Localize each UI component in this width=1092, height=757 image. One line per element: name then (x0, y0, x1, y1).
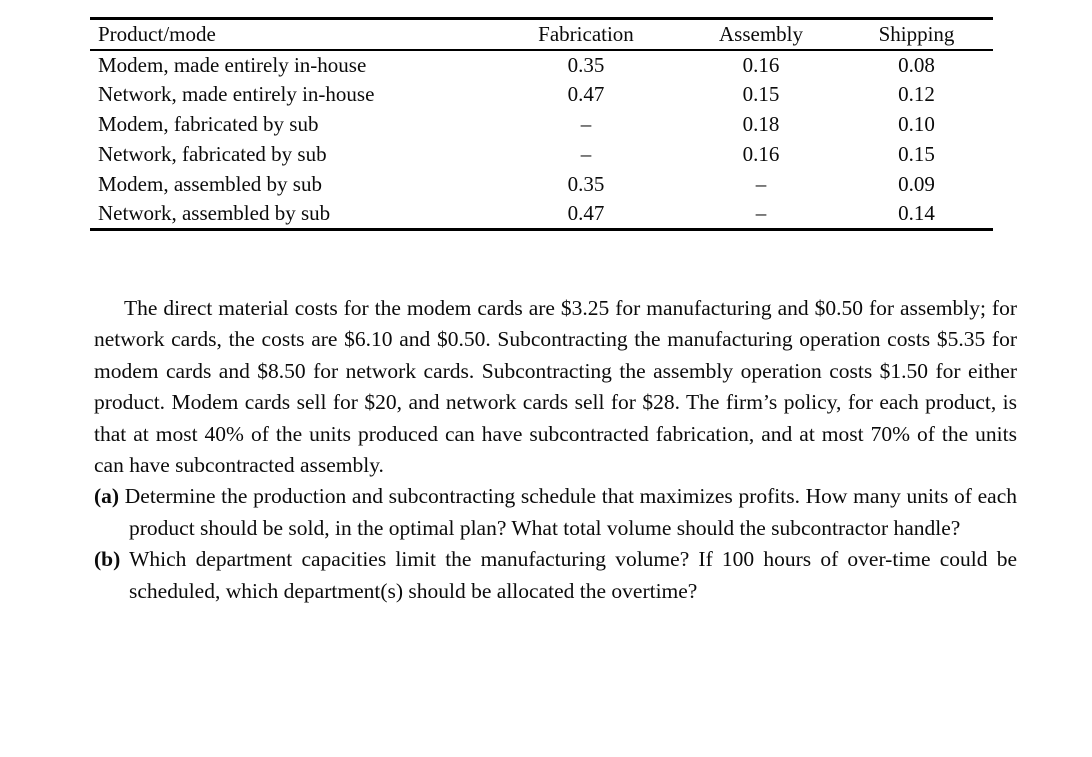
problem-statement: The direct material costs for the modem … (94, 293, 1017, 607)
shipping-value: 0.15 (898, 142, 935, 166)
problem-paragraph: The direct material costs for the modem … (94, 296, 1017, 478)
question-b-marker: (b) (94, 547, 121, 572)
row-label: Network, assembled by sub (98, 201, 331, 226)
question-b: (b) Which department capacities limit th… (94, 544, 1017, 607)
fabrication-value: – (580, 142, 592, 166)
fabrication-value: 0.47 (567, 201, 605, 226)
col-header-shipping: Shipping (878, 21, 955, 46)
shipping-value: 0.08 (898, 52, 935, 77)
fabrication-value: 0.47 (567, 82, 605, 106)
fabrication-value: – (580, 112, 592, 136)
question-a-marker: (a) (94, 484, 120, 509)
col-header-fabrication: Fabrication (538, 21, 634, 46)
table-row: Modem, fabricated by sub – 0.18 0.10 (90, 110, 993, 140)
row-label: Modem, assembled by sub (98, 172, 322, 196)
row-label: Modem, made entirely in-house (98, 52, 367, 77)
row-label: Network, fabricated by sub (98, 142, 327, 166)
question-a-text: Determine the production and subcontract… (124, 484, 1017, 540)
assembly-value: 0.16 (742, 142, 780, 166)
shipping-value: 0.10 (898, 112, 935, 136)
table-row: Modem, assembled by sub 0.35 – 0.09 (90, 170, 993, 200)
question-b-text: Which department capacities limit the ma… (129, 547, 1017, 603)
fabrication-value: 0.35 (567, 172, 605, 196)
question-a: (a) Determine the production and subcont… (94, 481, 1017, 544)
assembly-value: 0.15 (742, 82, 780, 106)
assembly-value: – (755, 201, 767, 226)
assembly-value: – (755, 172, 767, 196)
shipping-value: 0.12 (898, 82, 935, 106)
table-row: Network, made entirely in-house 0.47 0.1… (90, 80, 993, 110)
row-label: Network, made entirely in-house (98, 82, 375, 106)
table-row: Network, fabricated by sub – 0.16 0.15 (90, 140, 993, 170)
unit-cost-table: Product/mode Fabrication Assembly Shippi… (90, 17, 993, 231)
col-header-product-mode: Product/mode (98, 21, 216, 46)
shipping-value: 0.14 (898, 201, 935, 226)
shipping-value: 0.09 (898, 172, 935, 196)
col-header-assembly: Assembly (719, 21, 803, 46)
assembly-value: 0.18 (742, 112, 780, 136)
table-header-row: Product/mode Fabrication Assembly Shippi… (90, 19, 993, 50)
table-row: Modem, made entirely in-house 0.35 0.16 … (90, 50, 993, 80)
row-label: Modem, fabricated by sub (98, 112, 319, 136)
table-row: Network, assembled by sub 0.47 – 0.14 (90, 200, 993, 230)
assembly-value: 0.16 (742, 52, 780, 77)
fabrication-value: 0.35 (567, 52, 605, 77)
